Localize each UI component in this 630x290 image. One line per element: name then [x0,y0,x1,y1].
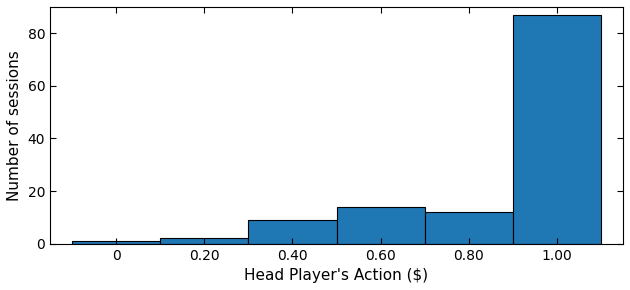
Bar [72,241,160,244]
Bar [513,15,601,244]
Y-axis label: Number of sessions: Number of sessions [7,50,22,201]
X-axis label: Head Player's Action ($): Head Player's Action ($) [244,268,428,283]
Bar [248,220,336,244]
Bar [425,212,513,244]
Bar [336,207,425,244]
Bar [160,238,248,244]
